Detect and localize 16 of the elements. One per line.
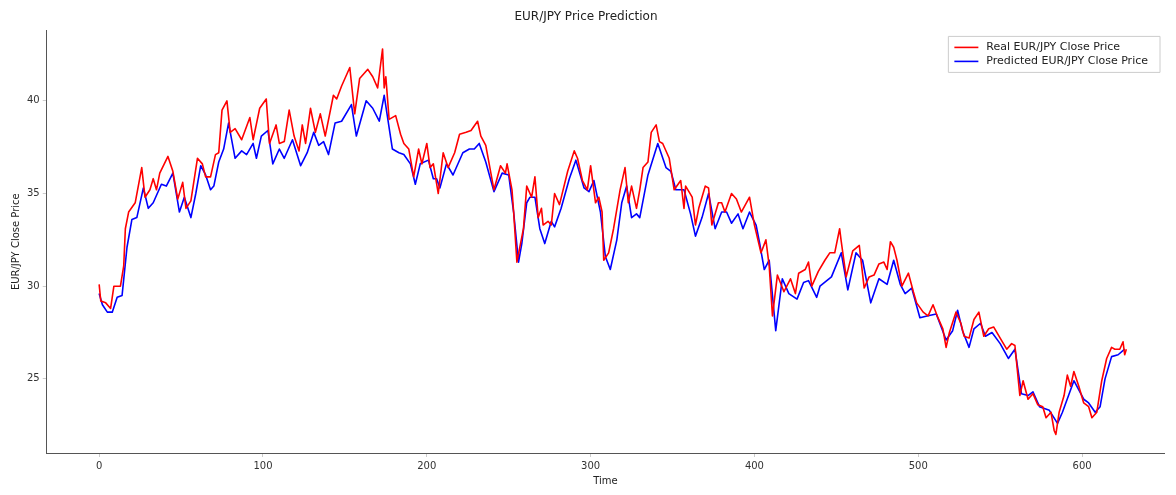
x-tick-label: 0 [95,459,103,471]
y-tick-label: 40 [26,94,40,106]
x-tick-label: 100 [253,459,273,471]
chart-title: EUR/JPY Price Prediction [514,9,658,24]
y-axis-title: EUR/JPY Close Price [9,193,21,291]
x-tick-label: 300 [581,459,601,471]
x-tick-label: 500 [908,459,928,471]
y-tick-label: 30 [26,279,40,291]
x-tick-label: 400 [744,459,764,471]
y-tick-label: 35 [26,187,40,199]
y-tick-label: 25 [26,372,40,384]
legend-label: Real EUR/JPY Close Price [986,40,1121,54]
x-tick-label: 200 [417,459,437,471]
x-tick-label: 600 [1072,459,1092,471]
x-axis-title: Time [592,474,618,486]
legend-label: Predicted EUR/JPY Close Price [986,54,1149,68]
